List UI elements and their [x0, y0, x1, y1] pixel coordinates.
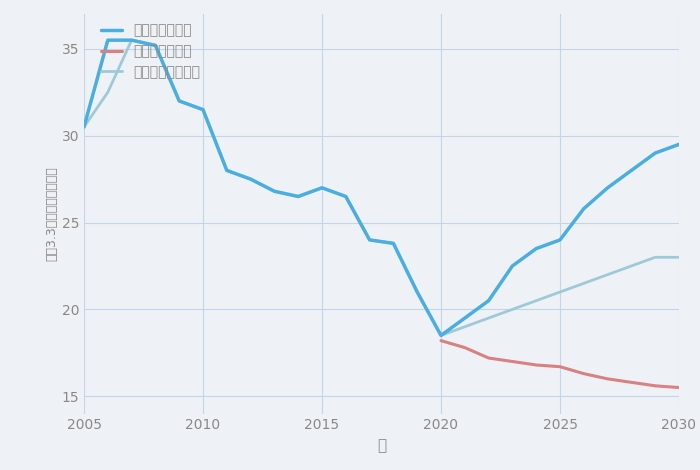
バッドシナリオ — [484, 355, 493, 361]
グッドシナリオ — [556, 237, 564, 243]
ノーマルシナリオ — [199, 107, 207, 112]
グッドシナリオ — [484, 298, 493, 304]
ノーマルシナリオ — [413, 289, 421, 295]
ノーマルシナリオ — [223, 168, 231, 173]
Y-axis label: 坪（3.3㎡）単価（万円）: 坪（3.3㎡）単価（万円） — [46, 166, 59, 261]
グッドシナリオ — [365, 237, 374, 243]
ノーマルシナリオ — [270, 188, 279, 194]
グッドシナリオ — [199, 107, 207, 112]
ノーマルシナリオ — [294, 194, 302, 199]
グッドシナリオ — [603, 185, 612, 191]
バッドシナリオ — [437, 338, 445, 344]
グッドシナリオ — [175, 98, 183, 104]
ノーマルシナリオ — [508, 306, 517, 312]
ノーマルシナリオ — [603, 272, 612, 277]
ノーマルシナリオ — [318, 185, 326, 191]
グッドシナリオ — [318, 185, 326, 191]
グッドシナリオ — [580, 206, 588, 212]
バッドシナリオ — [651, 383, 659, 389]
ノーマルシナリオ — [675, 254, 683, 260]
ノーマルシナリオ — [342, 194, 350, 199]
ノーマルシナリオ — [175, 98, 183, 104]
Line: グッドシナリオ: グッドシナリオ — [84, 40, 679, 336]
ノーマルシナリオ — [104, 89, 112, 95]
バッドシナリオ — [675, 385, 683, 391]
バッドシナリオ — [532, 362, 540, 368]
グッドシナリオ — [104, 37, 112, 43]
バッドシナリオ — [603, 376, 612, 382]
ノーマルシナリオ — [246, 176, 255, 182]
グッドシナリオ — [532, 246, 540, 251]
バッドシナリオ — [627, 379, 636, 385]
グッドシナリオ — [675, 141, 683, 147]
ノーマルシナリオ — [389, 241, 398, 246]
ノーマルシナリオ — [532, 298, 540, 304]
グッドシナリオ — [437, 333, 445, 338]
ノーマルシナリオ — [484, 315, 493, 321]
X-axis label: 年: 年 — [377, 438, 386, 453]
グッドシナリオ — [246, 176, 255, 182]
グッドシナリオ — [127, 37, 136, 43]
バッドシナリオ — [580, 371, 588, 376]
ノーマルシナリオ — [365, 237, 374, 243]
グッドシナリオ — [651, 150, 659, 156]
ノーマルシナリオ — [127, 37, 136, 43]
グッドシナリオ — [342, 194, 350, 199]
ノーマルシナリオ — [627, 263, 636, 269]
グッドシナリオ — [270, 188, 279, 194]
グッドシナリオ — [508, 263, 517, 269]
バッドシナリオ — [461, 345, 469, 351]
ノーマルシナリオ — [461, 324, 469, 329]
グッドシナリオ — [389, 241, 398, 246]
バッドシナリオ — [508, 359, 517, 364]
グッドシナリオ — [627, 168, 636, 173]
グッドシナリオ — [223, 168, 231, 173]
グッドシナリオ — [294, 194, 302, 199]
Legend: グッドシナリオ, バッドシナリオ, ノーマルシナリオ: グッドシナリオ, バッドシナリオ, ノーマルシナリオ — [96, 18, 206, 85]
ノーマルシナリオ — [80, 124, 88, 130]
ノーマルシナリオ — [556, 289, 564, 295]
Line: ノーマルシナリオ: ノーマルシナリオ — [84, 40, 679, 336]
グッドシナリオ — [461, 315, 469, 321]
グッドシナリオ — [151, 43, 160, 48]
ノーマルシナリオ — [437, 333, 445, 338]
グッドシナリオ — [80, 124, 88, 130]
グッドシナリオ — [413, 289, 421, 295]
Line: バッドシナリオ: バッドシナリオ — [441, 341, 679, 388]
ノーマルシナリオ — [580, 281, 588, 286]
ノーマルシナリオ — [151, 43, 160, 48]
ノーマルシナリオ — [651, 254, 659, 260]
バッドシナリオ — [556, 364, 564, 369]
